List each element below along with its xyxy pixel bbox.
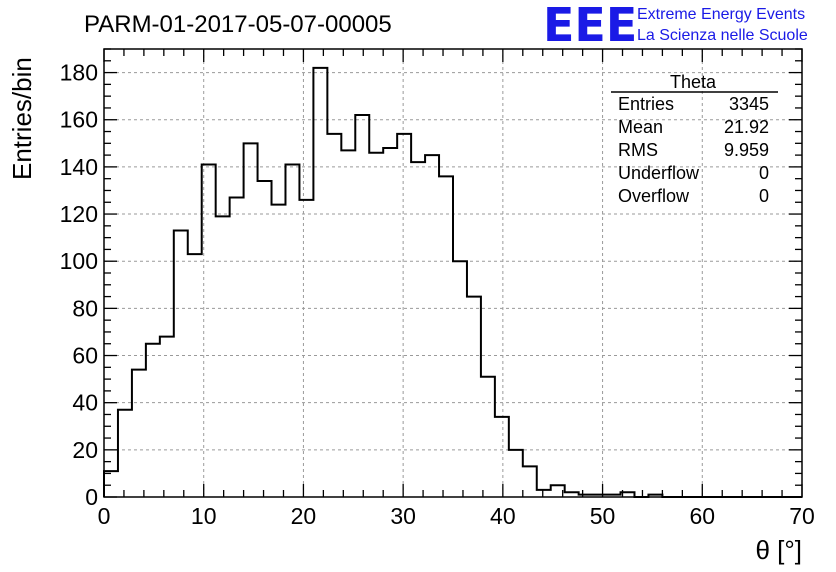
- x-axis-title: θ [°]: [755, 535, 802, 565]
- x-tick-label: 10: [191, 503, 217, 529]
- stats-box: Theta Entries 3345 Mean 21.92 RMS 9.959 …: [611, 72, 778, 206]
- histogram-outline: [103, 66, 802, 498]
- x-tick-labels: 0 10 20 30 40 50 60 70: [98, 503, 815, 529]
- histogram-bins: [103, 66, 802, 498]
- y-tick-label: 100: [60, 248, 98, 274]
- x-tick-label: 70: [789, 503, 815, 529]
- chart-title: PARM-01-2017-05-07-00005: [84, 11, 392, 38]
- y-tick-label: 160: [60, 107, 98, 133]
- y-axis-title: Entries/bin: [7, 57, 37, 180]
- y-tick-label: 80: [72, 295, 98, 321]
- stats-label-overflow: Overflow: [618, 186, 690, 206]
- stats-label-underflow: Underflow: [618, 163, 700, 183]
- stats-value-rms: 9.959: [724, 140, 769, 160]
- axis-ticks: [103, 48, 803, 498]
- grid: [104, 49, 802, 497]
- logo-line2: La Scienza nelle Scuole: [637, 27, 808, 44]
- logo-line1: Extreme Energy Events: [637, 6, 805, 23]
- y-tick-label: 0: [85, 484, 98, 510]
- logo-mark: EEE: [543, 0, 637, 52]
- stats-label-mean: Mean: [618, 117, 663, 137]
- x-tick-label: 60: [689, 503, 715, 529]
- y-tick-label: 60: [72, 343, 98, 369]
- x-tick-label: 0: [98, 503, 111, 529]
- x-tick-label: 40: [490, 503, 516, 529]
- stats-value-underflow: 0: [759, 163, 769, 183]
- y-tick-label: 180: [60, 60, 98, 86]
- y-tick-label: 120: [60, 201, 98, 227]
- x-tick-label: 50: [590, 503, 616, 529]
- stats-value-entries: 3345: [729, 94, 769, 114]
- stats-title: Theta: [670, 72, 717, 92]
- y-tick-label: 40: [72, 390, 98, 416]
- y-tick-label: 140: [60, 154, 98, 180]
- y-tick-label: 20: [72, 437, 98, 463]
- stats-label-rms: RMS: [618, 140, 658, 160]
- stats-value-overflow: 0: [759, 186, 769, 206]
- x-tick-label: 20: [291, 503, 317, 529]
- stats-label-entries: Entries: [618, 94, 674, 114]
- eee-logo: EEE Extreme Energy Events La Scienza nel…: [543, 0, 808, 52]
- x-tick-label: 30: [390, 503, 416, 529]
- y-tick-labels: 0 20 40 60 80 100 120 140 160 180: [60, 60, 98, 510]
- stats-value-mean: 21.92: [724, 117, 769, 137]
